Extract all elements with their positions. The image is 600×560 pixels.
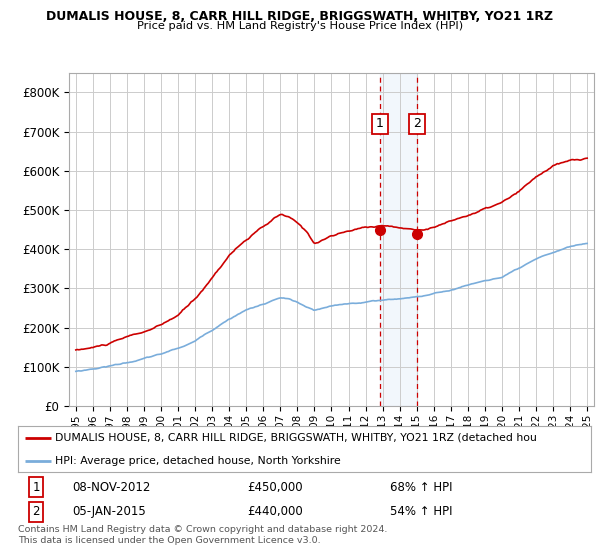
Text: 1: 1 bbox=[376, 117, 384, 130]
Text: Contains HM Land Registry data © Crown copyright and database right 2024.
This d: Contains HM Land Registry data © Crown c… bbox=[18, 525, 388, 545]
Text: 1: 1 bbox=[32, 480, 40, 493]
Text: DUMALIS HOUSE, 8, CARR HILL RIDGE, BRIGGSWATH, WHITBY, YO21 1RZ (detached hou: DUMALIS HOUSE, 8, CARR HILL RIDGE, BRIGG… bbox=[55, 433, 537, 443]
Text: 54% ↑ HPI: 54% ↑ HPI bbox=[391, 505, 453, 519]
Bar bbox=[380, 73, 417, 406]
Text: 2: 2 bbox=[413, 117, 421, 130]
Text: 2: 2 bbox=[32, 505, 40, 519]
Text: £450,000: £450,000 bbox=[247, 480, 303, 493]
Text: DUMALIS HOUSE, 8, CARR HILL RIDGE, BRIGGSWATH, WHITBY, YO21 1RZ: DUMALIS HOUSE, 8, CARR HILL RIDGE, BRIGG… bbox=[46, 10, 554, 23]
Text: £440,000: £440,000 bbox=[247, 505, 303, 519]
Text: 68% ↑ HPI: 68% ↑ HPI bbox=[391, 480, 453, 493]
Text: Price paid vs. HM Land Registry's House Price Index (HPI): Price paid vs. HM Land Registry's House … bbox=[137, 21, 463, 31]
Text: 05-JAN-2015: 05-JAN-2015 bbox=[73, 505, 146, 519]
Text: 08-NOV-2012: 08-NOV-2012 bbox=[73, 480, 151, 493]
Text: HPI: Average price, detached house, North Yorkshire: HPI: Average price, detached house, Nort… bbox=[55, 456, 341, 466]
